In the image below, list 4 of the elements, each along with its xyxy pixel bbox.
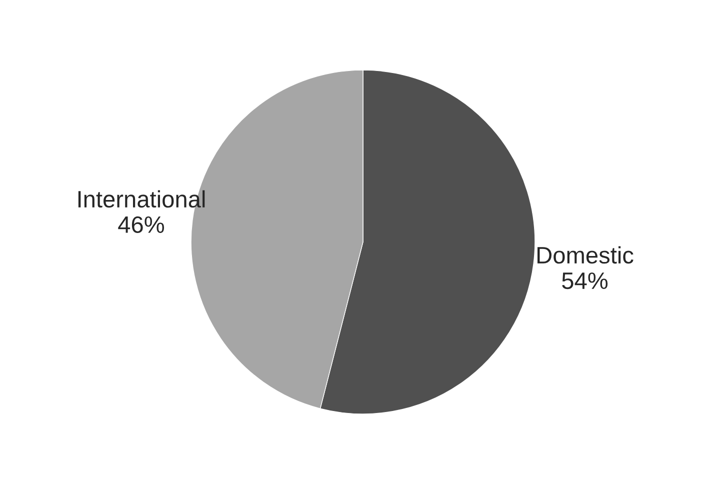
slice-label: Domestic [538,246,634,264]
data-label: 46% [118,216,164,234]
data-label: 54% [562,272,608,290]
slice-label: International [78,190,205,208]
